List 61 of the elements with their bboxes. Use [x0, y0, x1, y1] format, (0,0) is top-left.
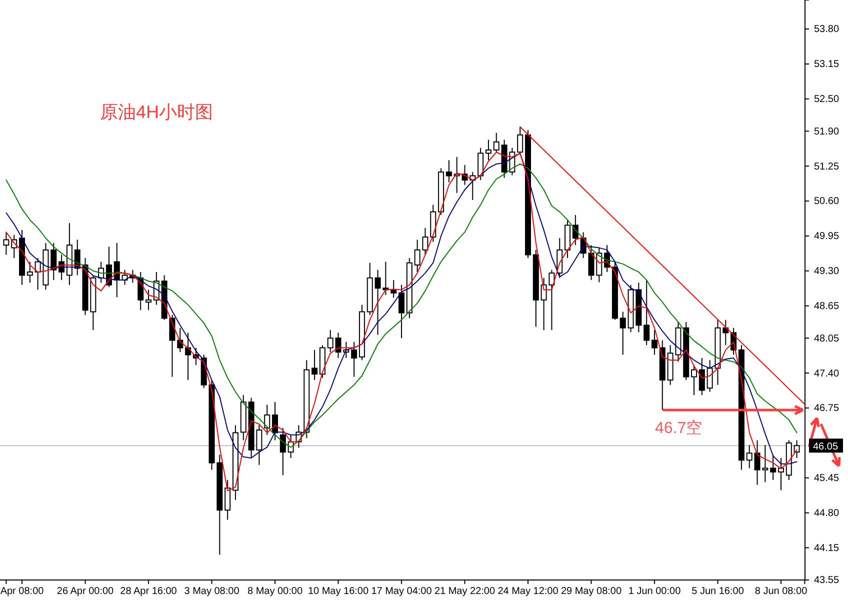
- y-tick-label: 53.80: [814, 24, 840, 36]
- candlestick: [264, 404, 270, 436]
- text: 原油4H小时图: [100, 102, 214, 122]
- candlestick: [327, 330, 334, 353]
- x-tick-label: 8 May 00:00: [247, 586, 303, 598]
- x-tick-label: 3 May 08:00: [184, 586, 240, 598]
- candlestick: [312, 349, 318, 381]
- candlestick: [398, 284, 404, 339]
- x-tick-label: 1 Jun 00:00: [628, 586, 682, 598]
- y-tick-label: 51.90: [814, 126, 840, 138]
- y-tick-label: 52.50: [814, 94, 840, 106]
- y-tick-label: 49.30: [814, 266, 840, 278]
- candlestick: [351, 341, 358, 378]
- y-tick-label: 47.40: [814, 368, 840, 380]
- candlestick: [778, 457, 784, 491]
- annotation: 46.7空: [655, 419, 702, 437]
- candlestick: [224, 480, 231, 520]
- y-tick-label: 44.80: [814, 508, 840, 520]
- candlestick: [280, 427, 286, 476]
- candlestick: [572, 214, 578, 246]
- candlestick: [691, 364, 698, 396]
- y-tick-label: 43.55: [814, 575, 840, 586]
- candlestick: [517, 126, 524, 156]
- y-tick-label: 51.25: [814, 161, 840, 172]
- candlestick: [770, 454, 776, 481]
- candlestick: [26, 261, 33, 284]
- candlestick: [185, 332, 192, 381]
- y-tick-label: 46.75: [814, 403, 840, 414]
- x-tick-label: 8 Jun 08:00: [754, 586, 808, 598]
- y-tick-label: 49.95: [814, 231, 840, 242]
- x-tick-label: 28 Apr 16:00: [120, 586, 178, 598]
- x-tick-label: 24 May 12:00: [498, 586, 559, 598]
- candlestick: [698, 358, 705, 396]
- candlestick: [390, 280, 397, 298]
- x-tick-label: 17 May 04:00: [371, 586, 432, 598]
- x-tick-label: 29 May 08:00: [560, 586, 622, 598]
- y-tick-label: 48.65: [814, 301, 840, 312]
- candlestick: [493, 132, 500, 153]
- y-tick-label: 44.15: [814, 542, 840, 554]
- candlestick: [146, 289, 152, 311]
- candlestick: [746, 444, 752, 469]
- y-tick-label: 50.60: [814, 196, 840, 208]
- ref-line-label: 46.05: [813, 442, 838, 453]
- candlestick: [620, 311, 626, 356]
- candlestick: [478, 147, 484, 181]
- y-tick-label: 53.15: [814, 59, 840, 70]
- x-tick-label: 26 Apr 00:00: [56, 586, 114, 598]
- x-tick-label: Apr 08:00: [0, 586, 44, 598]
- y-tick-label: 45.45: [814, 473, 840, 484]
- candlestick: [446, 160, 452, 183]
- candlestick: [177, 327, 184, 353]
- candlestick: [50, 242, 57, 281]
- candlestick: [794, 440, 800, 458]
- y-tick-label: 48.05: [814, 333, 840, 344]
- candlestick: [651, 330, 658, 356]
- candlestick: [3, 232, 10, 256]
- x-tick-label: 21 May 22:00: [434, 586, 496, 598]
- x-tick-label: 10 May 16:00: [308, 586, 369, 598]
- candlestick: [644, 280, 650, 346]
- candlestick: [485, 139, 492, 161]
- x-tick-label: 5 Jun 16:00: [692, 586, 744, 598]
